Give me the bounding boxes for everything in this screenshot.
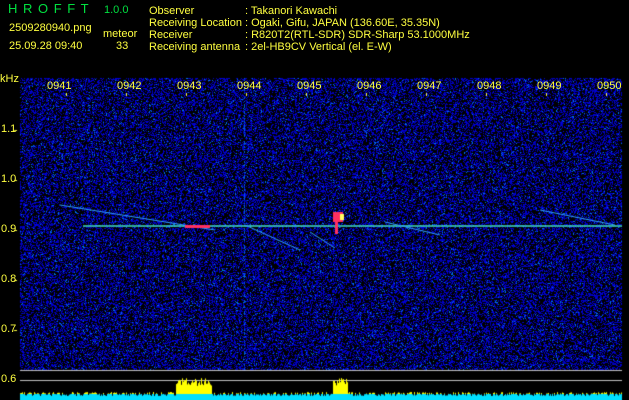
info-value-observer: : Takanori Kawachi: [245, 5, 338, 17]
time-tick-label: 0947: [417, 80, 442, 92]
time-tick-label: 0941: [47, 80, 72, 92]
info-value-antenna: : 2el-HB9CV Vertical (el. E-W): [245, 41, 392, 53]
time-tick-label: 0942: [117, 80, 142, 92]
freq-tick-label: 1.1: [1, 123, 17, 135]
freq-tick-label: 0.6: [1, 373, 17, 385]
freq-tick-label: 0.8: [1, 273, 17, 285]
info-key-antenna: Receiving antenna: [149, 41, 241, 53]
time-tick-label: 0948: [477, 80, 502, 92]
info-value-receiver: : R820T2(RTL-SDR) SDR-Sharp 53.1000MHz: [245, 29, 470, 41]
unit-label: kHz: [0, 73, 19, 85]
time-tick-label: 0943: [177, 80, 202, 92]
meteor-count: 33: [116, 40, 129, 52]
info-key-observer: Observer: [149, 5, 195, 17]
meteor-label: meteor: [103, 28, 138, 40]
datetime: 25.09.28 09:40: [9, 40, 83, 52]
time-tick-label: 0945: [297, 80, 322, 92]
freq-tick-label: 0.9: [1, 223, 17, 235]
time-tick-label: 0950: [597, 80, 622, 92]
info-key-receiver: Receiver: [149, 29, 193, 41]
time-tick-label: 0946: [357, 80, 382, 92]
freq-tick-label: 1.0: [1, 173, 17, 185]
info-key-location: Receiving Location: [149, 17, 242, 29]
time-tick-label: 0944: [237, 80, 262, 92]
freq-tick-label: 0.7: [1, 323, 17, 335]
time-tick-label: 0949: [537, 80, 562, 92]
app-version: 1.0.0: [104, 4, 129, 16]
app-title: H R O F F T: [8, 1, 90, 16]
filename: 2509280940.png: [9, 22, 92, 34]
info-value-location: : Ogaki, Gifu, JAPAN (136.60E, 35.35N): [245, 17, 440, 29]
